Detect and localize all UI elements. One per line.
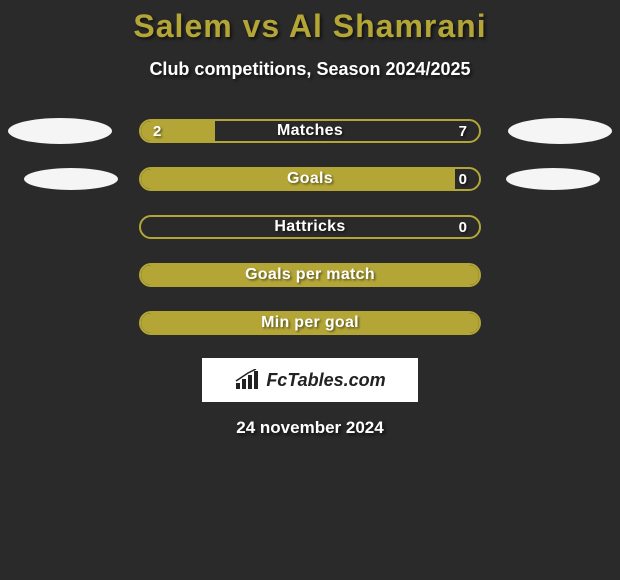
stat-label: Goals xyxy=(141,170,479,188)
logo-inner: FcTables.com xyxy=(234,369,385,391)
source-logo: FcTables.com xyxy=(202,358,418,402)
chart-icon xyxy=(234,369,260,391)
stats-area: 2 Matches 7 Goals 0 Hattricks 0 xyxy=(0,118,620,336)
stat-label: Goals per match xyxy=(141,266,479,284)
stat-bar-min-per-goal: Min per goal xyxy=(139,311,481,335)
stat-label: Matches xyxy=(141,122,479,140)
page-title: Salem vs Al Shamrani xyxy=(0,8,620,45)
avatar-right xyxy=(506,168,600,190)
date-line: 24 november 2024 xyxy=(0,418,620,438)
stat-bar-hattricks: Hattricks 0 xyxy=(139,215,481,239)
stat-label: Hattricks xyxy=(141,218,479,236)
page-subtitle: Club competitions, Season 2024/2025 xyxy=(0,59,620,80)
stat-right-value: 0 xyxy=(459,219,467,236)
stat-row-goals: Goals 0 xyxy=(0,166,620,192)
stat-row-min-per-goal: Min per goal xyxy=(0,310,620,336)
stat-label: Min per goal xyxy=(141,314,479,332)
avatar-right xyxy=(508,118,612,144)
stat-row-hattricks: Hattricks 0 xyxy=(0,214,620,240)
stat-bar-goals: Goals 0 xyxy=(139,167,481,191)
stat-right-value: 0 xyxy=(459,171,467,188)
comparison-container: Salem vs Al Shamrani Club competitions, … xyxy=(0,0,620,438)
stat-row-matches: 2 Matches 7 xyxy=(0,118,620,144)
stat-bar-goals-per-match: Goals per match xyxy=(139,263,481,287)
avatar-left xyxy=(24,168,118,190)
stat-row-goals-per-match: Goals per match xyxy=(0,262,620,288)
stat-right-value: 7 xyxy=(459,123,467,140)
stat-bar-matches: 2 Matches 7 xyxy=(139,119,481,143)
logo-text: FcTables.com xyxy=(266,370,385,391)
avatar-left xyxy=(8,118,112,144)
